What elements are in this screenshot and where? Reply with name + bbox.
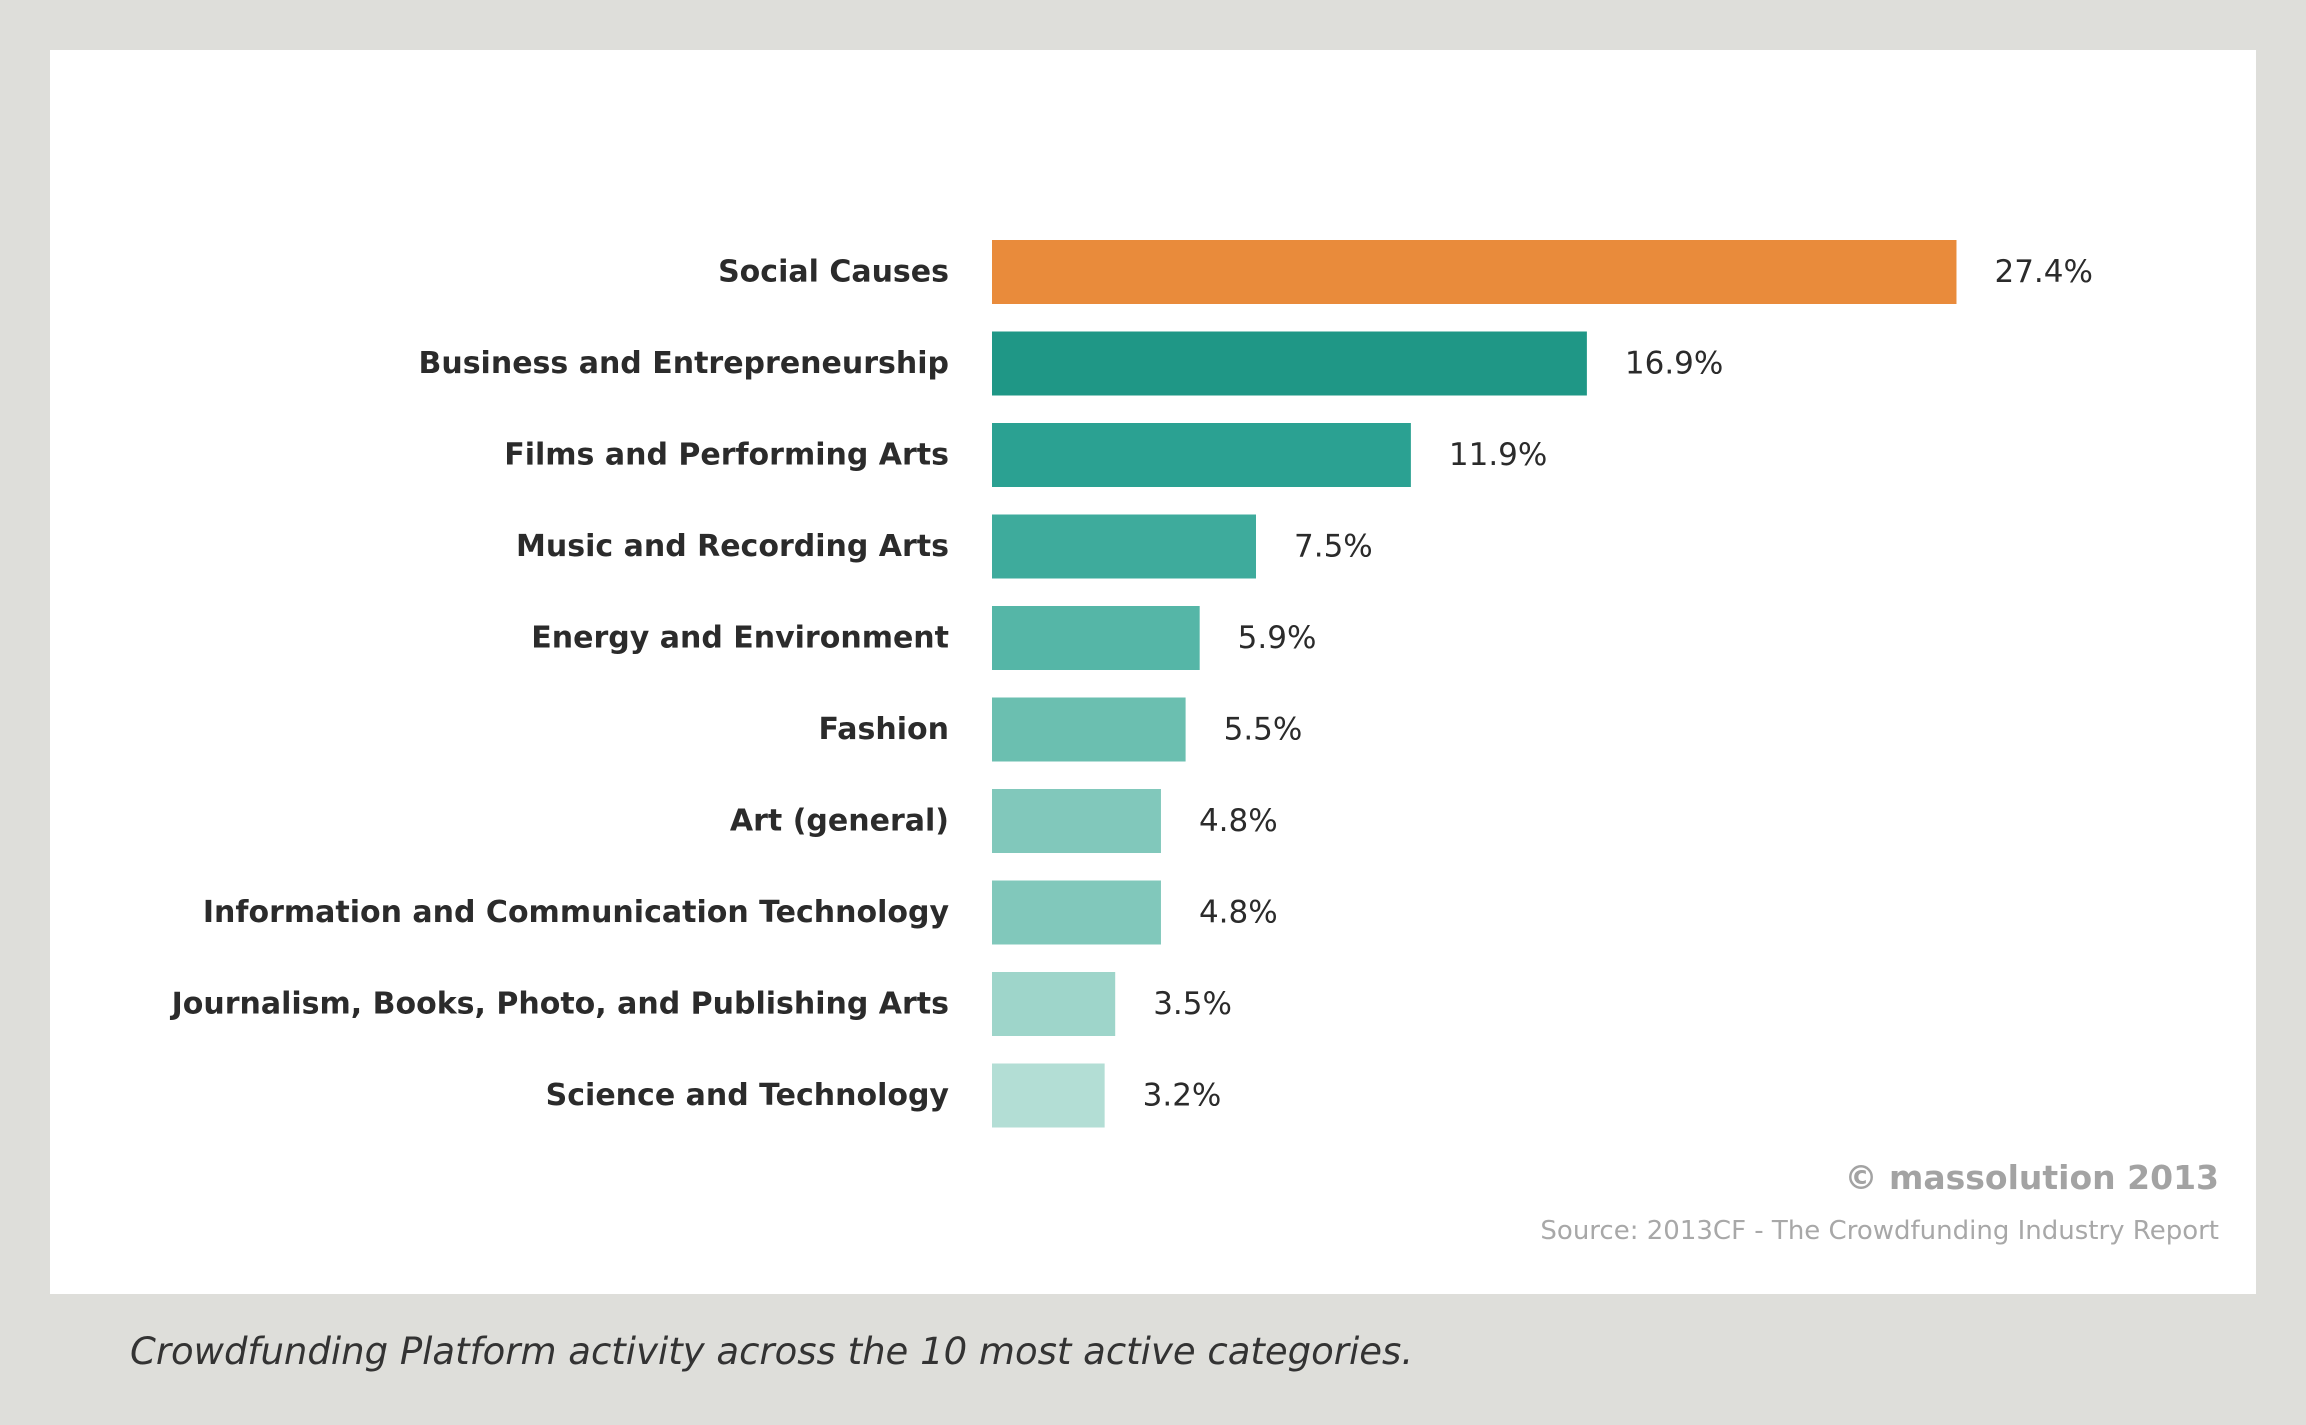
bar-chart: Social Causes 27.4% Business and Entrepren… xyxy=(170,240,2093,1128)
data-label: 5.9% xyxy=(1238,620,1317,656)
data-label: 16.9% xyxy=(1625,346,1723,382)
data-label: 3.5% xyxy=(1153,986,1232,1022)
data-label: 7.5% xyxy=(1294,529,1373,565)
category-label: Science and Technology xyxy=(546,1078,950,1113)
data-label: 27.4% xyxy=(1994,254,2092,290)
category-label: Journalism, Books, Photo, and Publishing… xyxy=(170,987,949,1022)
source-text: Source: 2013CF - The Crowdfunding Indust… xyxy=(1540,1216,2219,1246)
bar xyxy=(992,331,1587,396)
chart-card: Social Causes 27.4% Business and Entrepren… xyxy=(50,50,2256,1294)
copyright-text: © massolution 2013 xyxy=(1844,1158,2220,1197)
bar xyxy=(992,240,1957,304)
bar xyxy=(992,880,1161,945)
data-label: 3.2% xyxy=(1143,1078,1222,1114)
category-label: Business and Entrepreneurship xyxy=(418,346,949,381)
category-label: Social Causes xyxy=(718,255,949,290)
data-label: 5.5% xyxy=(1224,712,1303,748)
bar xyxy=(992,606,1200,670)
bar xyxy=(992,789,1161,853)
bar xyxy=(992,423,1411,487)
category-label: Information and Communication Technology xyxy=(203,895,950,930)
category-label: Energy and Environment xyxy=(531,621,949,656)
bar xyxy=(992,697,1186,762)
category-label: Fashion xyxy=(819,712,949,747)
figure-caption: Crowdfunding Platform activity across th… xyxy=(130,1330,1414,1373)
data-label: 4.8% xyxy=(1199,895,1278,931)
bar xyxy=(992,1063,1105,1128)
data-label: 11.9% xyxy=(1449,437,1547,473)
category-label: Music and Recording Arts xyxy=(516,529,949,564)
category-label: Films and Performing Arts xyxy=(504,438,949,473)
bar xyxy=(992,514,1256,579)
bar xyxy=(992,972,1116,1036)
category-label: Art (general) xyxy=(730,804,949,839)
data-label: 4.8% xyxy=(1199,803,1278,839)
